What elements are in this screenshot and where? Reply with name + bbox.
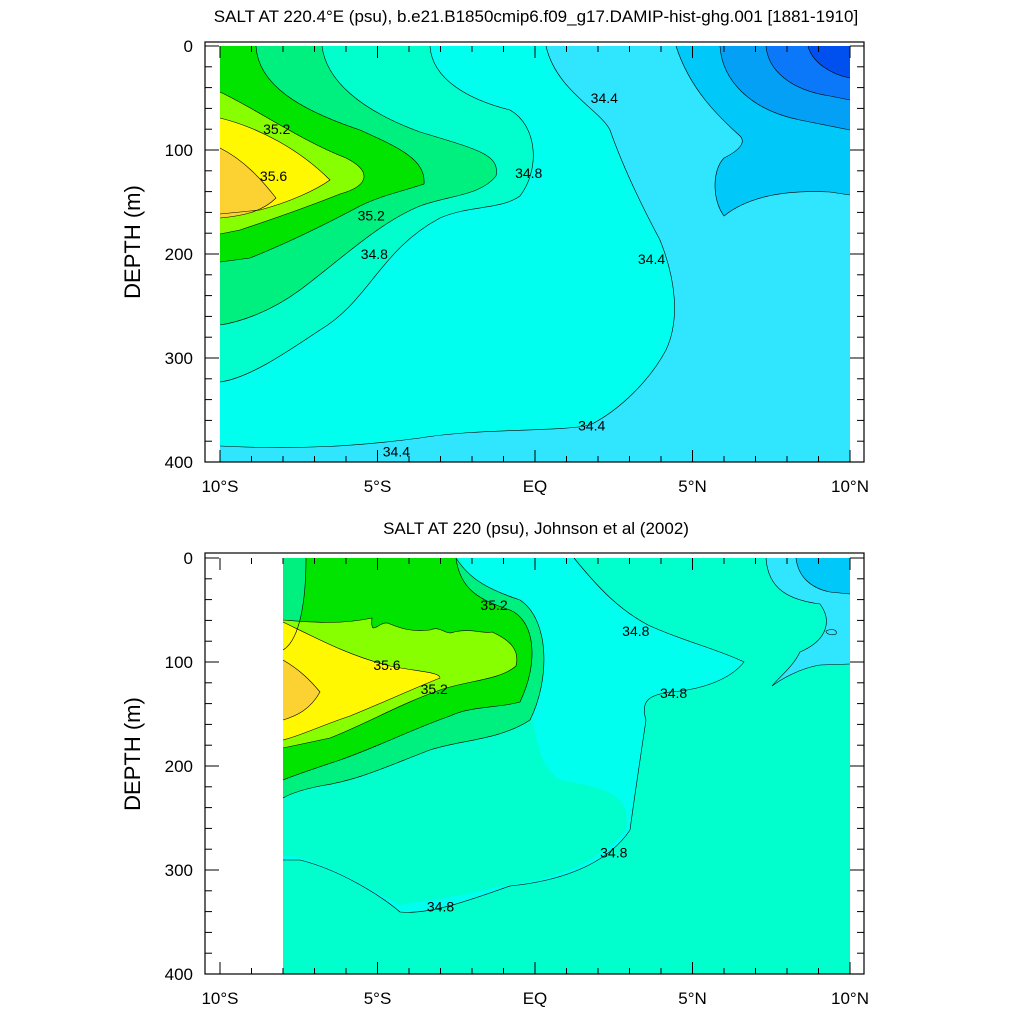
y-tick-label: 100	[165, 141, 193, 160]
contour-label: 34.8	[622, 623, 649, 639]
x-tick-label: EQ	[523, 477, 548, 496]
top-contour-line	[219, 45, 497, 326]
bottom-contour-line	[283, 557, 745, 913]
bottom-no-data-region	[220, 558, 283, 974]
y-tick-label: 400	[165, 453, 193, 472]
y-tick-label: 200	[165, 757, 193, 776]
top-contour-line	[219, 91, 365, 235]
contour-label: 35.2	[421, 681, 448, 697]
bottom-fill-35-8	[283, 660, 320, 720]
y-tick-label: 300	[165, 349, 193, 368]
contour-label: 34.4	[591, 90, 618, 106]
x-tick-label: 10°N	[831, 477, 869, 496]
top-plot-area	[219, 42, 851, 462]
bottom-contour-line	[282, 557, 533, 781]
top-fill-33-6	[808, 46, 850, 78]
top-panel-title: SALT AT 220.4°E (psu), b.e21.B1850cmip6.…	[214, 7, 858, 26]
top-contour-line	[219, 147, 277, 219]
contour-label: 35.2	[358, 208, 385, 224]
top-panel: SALT AT 220.4°E (psu), b.e21.B1850cmip6.…	[120, 7, 869, 496]
bottom-contour-line	[282, 621, 441, 741]
contour-label: 34.8	[361, 246, 388, 262]
x-tick-label: 5°N	[678, 989, 707, 1008]
bottom-plot-area	[220, 553, 851, 974]
y-tick-label: 200	[165, 245, 193, 264]
bottom-contour-line	[282, 557, 307, 651]
contour-label: 34.8	[600, 844, 627, 860]
contour-label: 35.2	[480, 597, 507, 613]
bottom-contour-labels: 35.2 34.8 35.6 35.2 34.8 34.8 34.8	[373, 597, 687, 915]
x-tick-label: 5°S	[364, 989, 392, 1008]
top-contour-line	[219, 45, 675, 448]
bottom-contour-line	[282, 659, 321, 721]
top-contour-line	[719, 45, 851, 131]
top-contour-line	[219, 45, 534, 383]
y-tick-label: 0	[184, 37, 193, 56]
top-fill-35-8	[220, 148, 276, 218]
top-surface-band	[220, 42, 850, 46]
top-contour-labels: 35.2 35.6 35.2 34.8 34.8 34.4 34.4 34.4 34.4	[260, 90, 665, 460]
top-contour-line	[219, 117, 331, 215]
contour-label: 34.4	[638, 251, 665, 267]
top-contour-line	[765, 45, 851, 101]
top-contour-line	[219, 45, 425, 263]
bottom-axes: 10°S 5°S EQ 5°N 10°N 0 100 200 300 400	[165, 549, 869, 1008]
y-tick-label: 300	[165, 861, 193, 880]
bottom-contour-line	[795, 557, 851, 595]
x-tick-label: EQ	[523, 989, 548, 1008]
top-y-axis-label: DEPTH (m)	[120, 185, 145, 299]
contour-label: 34.8	[660, 685, 687, 701]
top-axes: 10°S 5°S EQ 5°N 10°N 0 100 200 300 400	[165, 37, 869, 496]
bottom-panel-title: SALT AT 220 (psu), Johnson et al (2002)	[383, 519, 689, 538]
top-contour-line	[675, 45, 851, 217]
contour-label: 34.8	[515, 165, 542, 181]
y-tick-label: 0	[184, 549, 193, 568]
x-tick-label: 10°S	[201, 477, 238, 496]
x-tick-label: 5°S	[364, 477, 392, 496]
contour-label: 34.4	[383, 444, 410, 460]
contour-label: 35.2	[263, 121, 290, 137]
bottom-contour-line	[282, 557, 545, 799]
bottom-fill-35-6	[283, 622, 440, 740]
x-tick-label: 10°S	[201, 989, 238, 1008]
bottom-surface-band	[220, 553, 850, 558]
bottom-panel: SALT AT 220 (psu), Johnson et al (2002)	[120, 519, 869, 1008]
x-tick-label: 5°N	[678, 477, 707, 496]
contour-label: 35.6	[260, 168, 287, 184]
bottom-contour-line	[825, 629, 837, 636]
bottom-y-axis-label: DEPTH (m)	[120, 697, 145, 811]
bottom-contour-line	[765, 557, 851, 687]
x-tick-label: 10°N	[831, 989, 869, 1008]
y-tick-label: 100	[165, 653, 193, 672]
contour-label: 35.6	[373, 657, 400, 673]
top-contour-line	[807, 45, 851, 79]
y-tick-label: 400	[165, 965, 193, 984]
contour-label: 34.8	[427, 898, 454, 914]
contour-label: 34.4	[578, 418, 605, 434]
bottom-fill-34-2	[796, 558, 850, 594]
bottom-contour-line	[282, 617, 518, 749]
